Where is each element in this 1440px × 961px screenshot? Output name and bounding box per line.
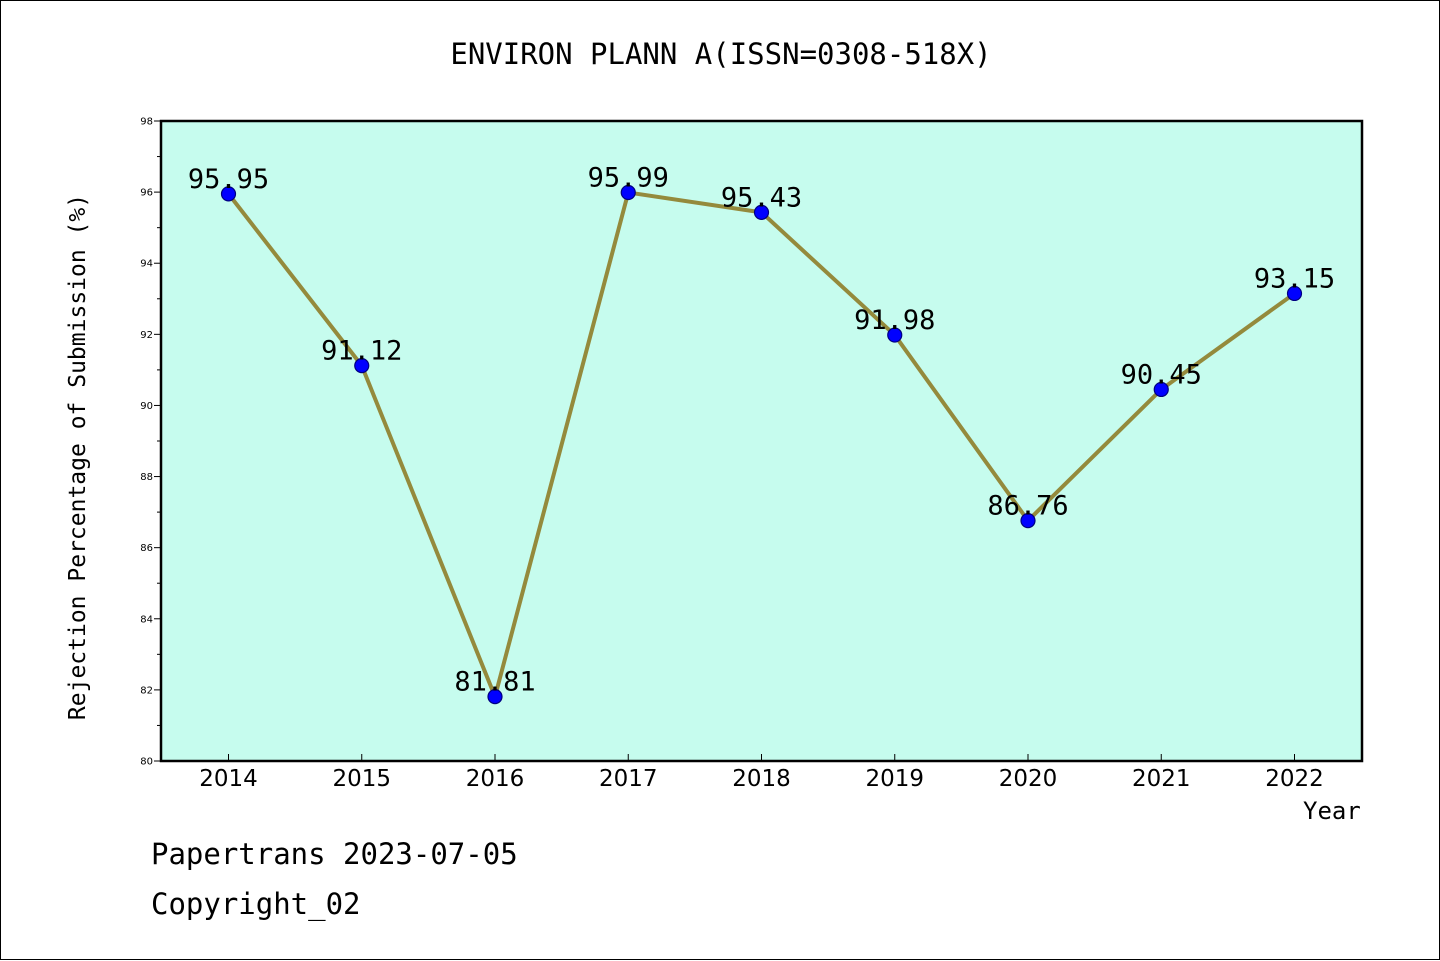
y-tick-label: 82 [140, 685, 153, 696]
data-point [1286, 285, 1303, 302]
y-tick-label: 96 [140, 188, 153, 199]
plot-frame [159, 119, 1364, 763]
data-labels: 95.95 91.12 81.81 95.99 95.43 91.98 86.76 90.45… [188, 162, 1335, 697]
x-axis-label: Year [1303, 797, 1361, 825]
x-tick-label: 2017 [599, 766, 658, 792]
x-tick-label: 2016 [466, 766, 525, 792]
data-label: 91.98 [854, 305, 935, 336]
data-label: 95.43 [721, 182, 802, 213]
x-tick-label: 2014 [199, 766, 258, 792]
data-label: 93.15 [1254, 263, 1335, 294]
y-axis: 80 82 84 86 88 90 92 94 96 98 [140, 117, 161, 768]
y-tick-label: 90 [140, 401, 153, 412]
plot-area [161, 121, 1362, 761]
x-tick-label: 2020 [999, 766, 1058, 792]
data-label: 90.45 [1121, 359, 1202, 390]
data-point [887, 327, 903, 343]
data-label: 95.99 [588, 162, 669, 193]
y-tick-label: 84 [140, 614, 153, 625]
chart-title: ENVIRON PLANN A(ISSN=0308-518X) [450, 37, 992, 71]
x-tick-label: 2021 [1132, 766, 1191, 792]
y-tick-label: 98 [140, 117, 153, 128]
series-markers [220, 184, 1303, 705]
x-tick-label: 2018 [732, 766, 791, 792]
data-point [1020, 513, 1036, 529]
y-tick-label: 92 [140, 330, 153, 341]
footer-copyright: Copyright_02 [151, 887, 361, 921]
data-point [354, 358, 370, 374]
data-label: 95.95 [188, 164, 269, 195]
y-tick-label: 94 [140, 259, 153, 270]
data-label: 81.81 [454, 667, 535, 698]
y-tick-label: 86 [140, 543, 153, 554]
data-point [1153, 381, 1169, 398]
data-point [620, 184, 636, 201]
x-tick-label: 2019 [865, 766, 924, 792]
y-tick-label: 88 [140, 472, 153, 483]
x-axis: 2014 2015 2016 2017 2018 2019 2020 2021 2022 [199, 754, 1324, 792]
data-point [487, 689, 503, 705]
y-tick-label: 80 [140, 757, 153, 768]
footer-date: Papertrans 2023-07-05 [151, 837, 518, 871]
data-label: 86.76 [987, 491, 1068, 522]
data-point [220, 186, 237, 202]
x-tick-label: 2015 [332, 766, 391, 792]
data-label: 91.12 [321, 336, 402, 367]
data-point [753, 204, 770, 220]
x-tick-label: 2022 [1265, 766, 1324, 792]
